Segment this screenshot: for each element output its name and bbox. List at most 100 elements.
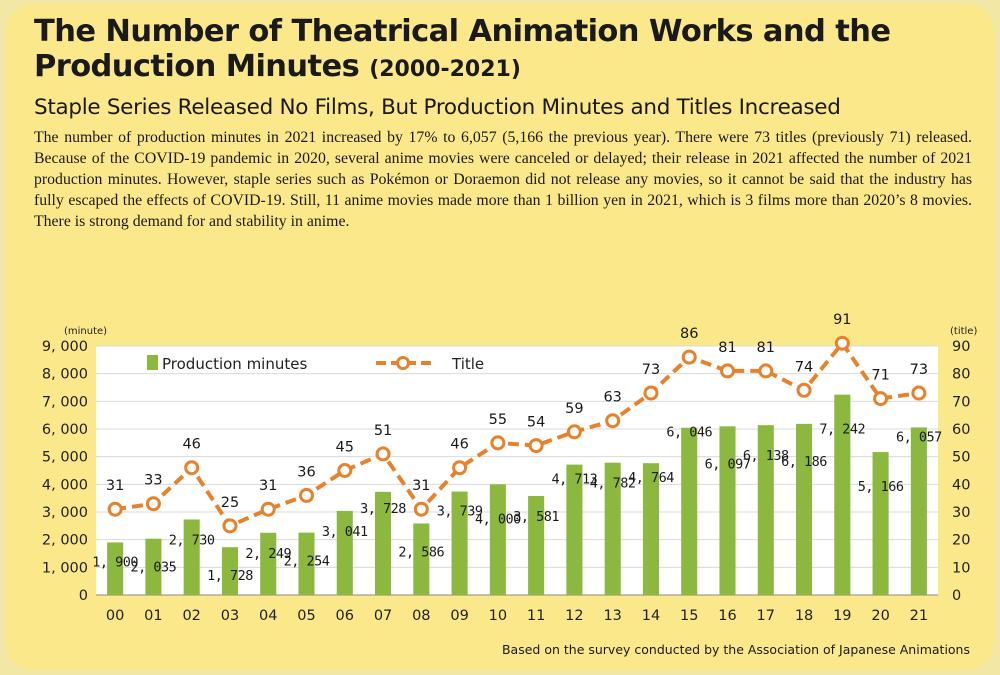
bar-value-label: 4, 713	[552, 472, 598, 488]
title-point	[566, 424, 582, 440]
bar	[107, 542, 124, 595]
title-years: (2000-2021)	[369, 57, 521, 82]
bar-value-label: 3, 581	[513, 509, 559, 525]
legend-bar-label: Production minutes	[162, 355, 307, 373]
bar	[413, 523, 430, 595]
title-value-label: 81	[757, 340, 775, 356]
x-tick-label: 08	[412, 608, 430, 624]
y-left-tick-label: 3, 000	[42, 505, 88, 521]
bar	[260, 532, 277, 595]
title-point	[490, 435, 506, 451]
bar	[528, 495, 545, 595]
bar-value-label: 1, 728	[207, 568, 253, 584]
x-tick-label: 14	[642, 608, 660, 624]
x-tick-label: 13	[603, 608, 621, 624]
bar	[451, 491, 468, 595]
bar-value-label: 6, 097	[705, 456, 751, 472]
bar	[834, 394, 851, 595]
body-paragraph: The number of production minutes in 2021…	[34, 129, 972, 230]
title-value-label: 73	[910, 362, 928, 378]
bar	[375, 491, 392, 595]
bar	[298, 532, 315, 595]
title-point	[260, 501, 276, 517]
title-point	[681, 349, 697, 365]
title-point	[834, 335, 850, 351]
x-tick-label: 01	[144, 608, 162, 624]
x-tick-label: 16	[718, 608, 736, 624]
title-point	[107, 501, 123, 517]
bar-value-label: 2, 586	[398, 544, 444, 560]
title-value-label: 59	[565, 401, 583, 417]
title-point	[796, 382, 812, 398]
x-tick-label: 03	[221, 608, 239, 624]
title-point	[528, 438, 544, 454]
title-point	[720, 363, 735, 379]
bar	[642, 463, 659, 595]
y-right-unit: (title)	[950, 326, 977, 337]
x-tick-label: 07	[374, 608, 392, 624]
y-left-tick-label: 5, 000	[42, 450, 88, 466]
title-value-label: 55	[489, 412, 507, 428]
title-value-label: 25	[221, 495, 239, 511]
bar-value-label: 6, 046	[666, 425, 712, 441]
bar	[604, 462, 621, 595]
title-point	[911, 385, 927, 401]
bar	[183, 519, 200, 595]
infographic-card: The Number of Theatrical Animation Works…	[6, 4, 994, 670]
bar	[910, 427, 927, 595]
title-value-label: 46	[450, 437, 468, 453]
title-point	[375, 446, 391, 462]
title-value-label: 63	[603, 390, 621, 406]
title-value-label: 86	[680, 326, 698, 342]
y-left-tick-label: 4, 000	[42, 477, 88, 493]
title-point	[145, 496, 161, 512]
title-point	[184, 460, 200, 476]
legend-bar-swatch	[147, 355, 158, 370]
title-value-label: 46	[182, 437, 200, 453]
y-left-tick-label: 6, 000	[42, 422, 88, 438]
title-point	[605, 413, 621, 429]
bar-value-label: 2, 035	[131, 560, 177, 576]
bar-value-label: 1, 900	[92, 554, 138, 570]
y-left-tick-label: 1, 000	[42, 560, 88, 576]
chart-area: 0 1, 000 2, 000 3, 000 4, 000 5, 000 6, 000 7, …	[6, 4, 994, 670]
bar	[757, 425, 774, 595]
y-right-tick-label: 80	[952, 367, 970, 383]
bar	[796, 423, 813, 595]
x-tick-label: 10	[489, 608, 507, 624]
x-tick-label: 20	[871, 608, 889, 624]
x-tick-label: 02	[182, 608, 200, 624]
title-value-label: 73	[642, 362, 660, 378]
x-tick-label: 05	[297, 608, 315, 624]
page-title: The Number of Theatrical Animation Works…	[34, 14, 984, 87]
title-value-label: 45	[336, 440, 354, 456]
title-value-label: 36	[297, 464, 315, 480]
bar	[681, 427, 698, 595]
title-point	[758, 363, 774, 379]
title-value-label: 51	[374, 423, 392, 439]
bar-value-label: 2, 254	[284, 554, 330, 570]
title-point	[299, 487, 314, 503]
bar	[336, 510, 353, 595]
title-value-label: 33	[144, 473, 162, 489]
title-point	[643, 385, 659, 401]
bar-value-label: 3, 041	[322, 524, 368, 540]
y-right-tick-label: 40	[952, 477, 970, 493]
bar	[145, 538, 162, 595]
x-tick-label: 12	[565, 608, 583, 624]
title-series-line	[114, 341, 920, 528]
x-tick-label: 21	[910, 608, 928, 624]
x-tick-label: 00	[106, 608, 124, 624]
bar-value-label: 3, 728	[360, 501, 406, 517]
title-main: The Number of Theatrical Animation Works…	[34, 14, 891, 84]
x-tick-label: 06	[336, 608, 354, 624]
bar-value-label: 4, 782	[590, 476, 636, 492]
bar-value-label: 2, 249	[245, 546, 291, 562]
y-right-tick-label: 50	[952, 450, 970, 466]
title-point	[222, 518, 238, 534]
y-right-tick-label: 70	[952, 394, 970, 410]
y-right-tick-label: 0	[952, 588, 961, 604]
y-right-tick-label: 30	[952, 505, 970, 521]
title-point	[337, 463, 353, 478]
y-right-tick-label: 90	[952, 339, 970, 355]
